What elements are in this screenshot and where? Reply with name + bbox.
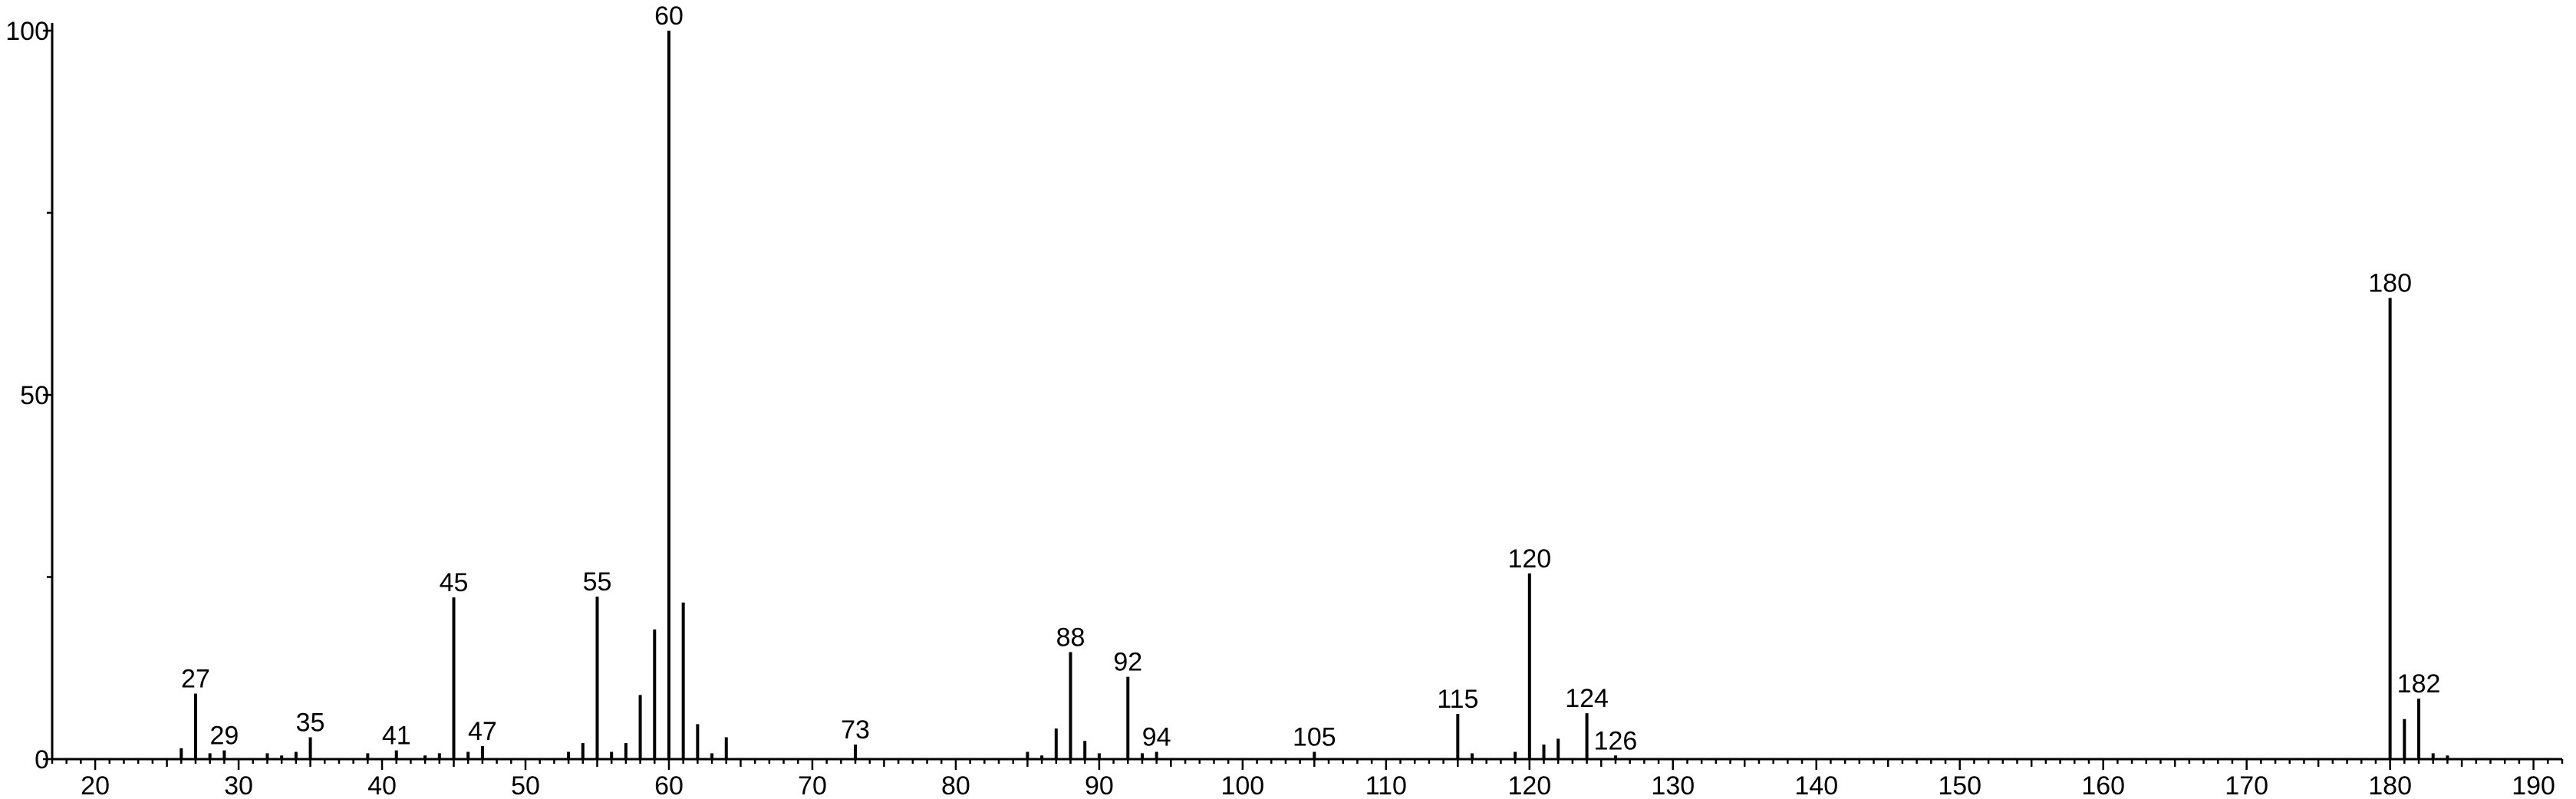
x-tick-label: 110 xyxy=(1365,771,1407,799)
y-tick-label: 0 xyxy=(35,745,49,774)
x-tick-label: 70 xyxy=(798,771,827,799)
peak-label: 120 xyxy=(1507,544,1551,574)
x-tick-label: 40 xyxy=(367,771,397,799)
x-tick-label: 190 xyxy=(2512,771,2555,799)
x-tick-label: 50 xyxy=(511,771,540,799)
x-tick-label: 130 xyxy=(1651,771,1695,799)
peak-label: 92 xyxy=(1113,648,1142,677)
x-tick-label: 160 xyxy=(2081,771,2125,799)
x-tick-label: 150 xyxy=(1938,771,1981,799)
x-tick-label: 60 xyxy=(654,771,684,799)
x-tick-label: 180 xyxy=(2368,771,2412,799)
y-tick-label: 50 xyxy=(20,381,49,410)
peak-label: 27 xyxy=(181,665,210,694)
peak-label: 29 xyxy=(209,722,239,751)
axes: 20 30 40 50 60 70 80 90 100 110 120 130 140 150 160 170… xyxy=(5,17,2564,799)
peak-label: 55 xyxy=(583,567,612,597)
peak-label: 60 xyxy=(654,2,684,31)
peak-label: 182 xyxy=(2397,669,2441,699)
peak-label: 73 xyxy=(841,715,870,745)
x-tick-label: 140 xyxy=(1794,771,1838,799)
peak-label: 88 xyxy=(1056,623,1085,652)
peak-label: 180 xyxy=(2368,269,2412,298)
peak-label: 35 xyxy=(296,709,325,738)
x-tick-label: 30 xyxy=(224,771,253,799)
x-tick-label: 120 xyxy=(1507,771,1551,799)
peak-label: 47 xyxy=(468,717,497,746)
peak-label: 124 xyxy=(1565,684,1609,713)
peak-label: 115 xyxy=(1437,685,1478,714)
x-tick-label: 20 xyxy=(81,771,110,799)
x-tick-label: 90 xyxy=(1085,771,1114,799)
peak-label: 94 xyxy=(1142,723,1171,752)
y-tick-label: 100 xyxy=(5,17,49,46)
peak-label: 126 xyxy=(1594,726,1638,755)
x-tick-label: 100 xyxy=(1220,771,1264,799)
peak-label: 105 xyxy=(1293,723,1336,752)
peak-label: 45 xyxy=(440,568,469,597)
peak-bars xyxy=(180,31,2449,759)
x-tick-label: 170 xyxy=(2225,771,2268,799)
peak-label: 41 xyxy=(382,722,411,751)
peak-labels: 27 29 35 41 45 47 55 60 73 88 92 94 105 115 120 124 126 1… xyxy=(181,2,2440,755)
x-tick-label: 80 xyxy=(941,771,970,799)
